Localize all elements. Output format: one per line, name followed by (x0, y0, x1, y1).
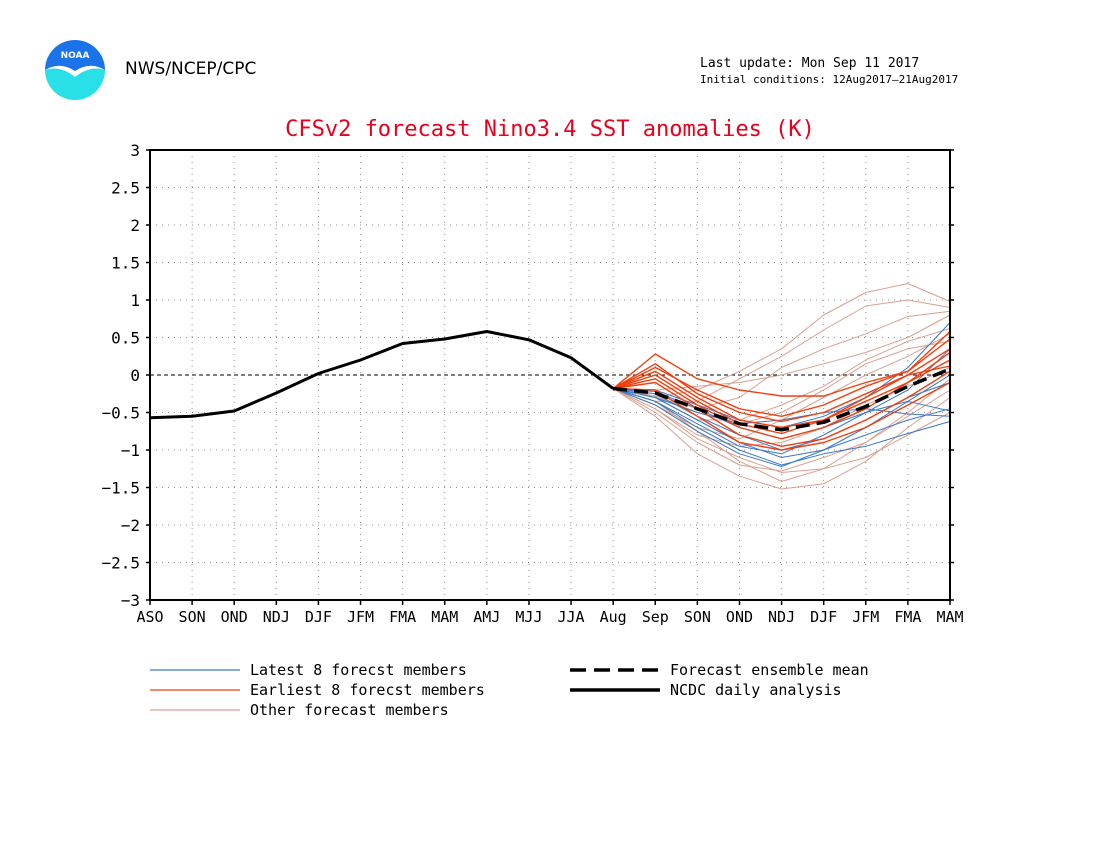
logo-upper-half (45, 40, 105, 71)
y-tick-label: −2.5 (101, 554, 140, 573)
earliest-member-line (612, 351, 951, 429)
grid (150, 150, 950, 600)
noaa-logo: NOAA (45, 40, 105, 100)
x-tick-label: DJF (810, 608, 837, 626)
legend-label: Earliest 8 forecst members (250, 681, 485, 699)
x-tick-label: OND (726, 608, 753, 626)
x-tick-label: NDJ (263, 608, 290, 626)
earliest-member-line (612, 338, 951, 417)
other-member-line (612, 378, 951, 472)
y-tick-label: −2 (121, 516, 140, 535)
y-tick-label: 0 (130, 366, 140, 385)
y-tick-label: 1 (130, 291, 140, 310)
x-tick-label: Sep (642, 608, 669, 626)
earliest-member-line (612, 365, 951, 435)
latest-member-line (613, 388, 951, 466)
x-tick-label: DJF (305, 608, 332, 626)
y-tick-label: −1 (121, 441, 140, 460)
x-tick-label: JJA (558, 608, 585, 626)
x-tick-label: FMA (389, 608, 416, 626)
logo-lower-half (45, 68, 105, 100)
y-tick-label: 3 (130, 141, 140, 160)
latest-member-line (613, 348, 951, 455)
x-tick-label: JFM (347, 608, 374, 626)
other-member-line (613, 314, 951, 391)
series-layer (149, 283, 951, 490)
legend: Latest 8 forecst members Earliest 8 forec… (150, 661, 869, 719)
x-tick-label: JFM (852, 608, 879, 626)
initial-conditions: Initial conditions: 12Aug2017–21Aug2017 (700, 73, 959, 86)
x-tick-label: MAM (431, 608, 458, 626)
x-tick-label: MAM (936, 608, 963, 626)
x-tick-label: AMJ (473, 608, 500, 626)
y-tick-label: −0.5 (101, 404, 140, 423)
x-tick-label: MJJ (515, 608, 542, 626)
logo-text: NOAA (61, 51, 90, 61)
other-member-line (612, 388, 951, 490)
legend-label: Forecast ensemble mean (670, 661, 869, 679)
other-member-line (612, 367, 951, 447)
x-tick-label: Aug (600, 608, 627, 626)
last-update: Last update: Mon Sep 11 2017 (700, 56, 920, 71)
y-tick-label: 1.5 (111, 254, 140, 273)
legend-label: Other forecast members (250, 701, 449, 719)
x-tick-label: ASO (136, 608, 163, 626)
earliest-member-line (613, 370, 951, 447)
latest-member-line (613, 374, 951, 467)
x-tick-label: NDJ (768, 608, 795, 626)
ensemble-mean-line (613, 367, 951, 432)
y-tick-label: 0.5 (111, 329, 140, 348)
earliest-member-line (613, 381, 951, 451)
chart-title: CFSv2 forecast Nino3.4 SST anomalies (K) (285, 117, 815, 142)
x-tick-label: OND (221, 608, 248, 626)
y-tick-label: 2.5 (111, 179, 140, 198)
legend-label: Latest 8 forecst members (250, 661, 467, 679)
legend-label: NCDC daily analysis (670, 681, 842, 699)
org-label: NWS/NCEP/CPC (125, 59, 257, 79)
y-tick-label: −1.5 (101, 479, 140, 498)
y-tick-label: 2 (130, 216, 140, 235)
x-tick-label: SON (179, 608, 206, 626)
other-member-line (613, 340, 951, 425)
earliest-member-line (612, 348, 951, 423)
earliest-member-line (612, 330, 951, 397)
latest-member-line (613, 388, 951, 458)
x-tick-label: FMA (894, 608, 921, 626)
other-member-line (612, 388, 951, 473)
analysis-line (149, 330, 615, 420)
y-tick-label: −3 (121, 591, 140, 610)
x-tick-label: SON (684, 608, 711, 626)
